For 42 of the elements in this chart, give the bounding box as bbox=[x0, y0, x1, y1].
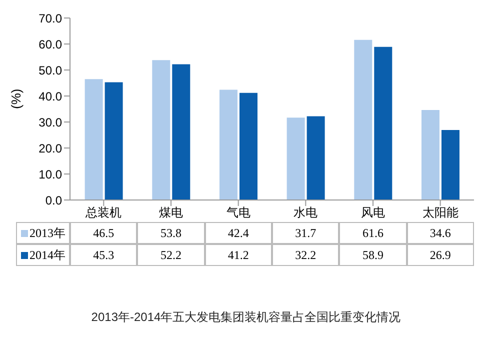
data-label: 41.2 bbox=[204, 244, 272, 266]
y-tick-label: 40.0 bbox=[38, 89, 62, 104]
bar bbox=[374, 46, 392, 200]
y-tick-label: 20.0 bbox=[38, 141, 62, 156]
bar bbox=[84, 79, 103, 200]
bar bbox=[441, 130, 460, 200]
data-label: 58.9 bbox=[339, 244, 407, 266]
y-tick-label: 70.0 bbox=[38, 11, 62, 26]
bar bbox=[239, 92, 258, 200]
legend-label: 2014年 bbox=[30, 246, 66, 264]
data-label: 46.5 bbox=[70, 222, 138, 244]
data-label: 31.7 bbox=[272, 222, 340, 244]
y-tick-label: 50.0 bbox=[38, 63, 62, 78]
data-label: 53.8 bbox=[137, 222, 205, 244]
bar bbox=[306, 116, 325, 200]
data-label: 42.4 bbox=[204, 222, 272, 244]
y-tick-label: 10.0 bbox=[38, 167, 62, 182]
x-tick-label: 总装机 bbox=[84, 206, 122, 220]
data-label: 26.9 bbox=[406, 244, 474, 266]
bar bbox=[104, 82, 123, 200]
bar bbox=[354, 40, 372, 200]
y-tick-label: 30.0 bbox=[38, 115, 62, 130]
y-tick-label: 60.0 bbox=[38, 37, 62, 52]
x-tick-label: 风电 bbox=[361, 206, 385, 220]
bar bbox=[172, 64, 190, 200]
bar bbox=[421, 110, 440, 200]
data-label: 45.3 bbox=[70, 244, 138, 266]
y-tick-label: 0.0 bbox=[45, 193, 62, 208]
text: 2013年-2014年五大发电集团装机容量占全国比重变化情况 bbox=[90, 310, 402, 324]
legend-label: 2013年 bbox=[30, 224, 66, 242]
x-tick-label: 水电 bbox=[294, 206, 318, 220]
bar bbox=[286, 118, 305, 200]
y-axis-title: (%) bbox=[8, 88, 24, 109]
x-tick-label: 煤电 bbox=[159, 206, 183, 220]
bar bbox=[152, 60, 170, 200]
bar bbox=[219, 90, 238, 200]
data-label: 34.6 bbox=[406, 222, 474, 244]
data-label: 61.6 bbox=[339, 222, 407, 244]
x-tick-label: 气电 bbox=[226, 206, 250, 220]
data-label: 32.2 bbox=[272, 244, 340, 266]
x-tick-label: 太阳能 bbox=[422, 206, 458, 220]
data-label: 52.2 bbox=[137, 244, 205, 266]
